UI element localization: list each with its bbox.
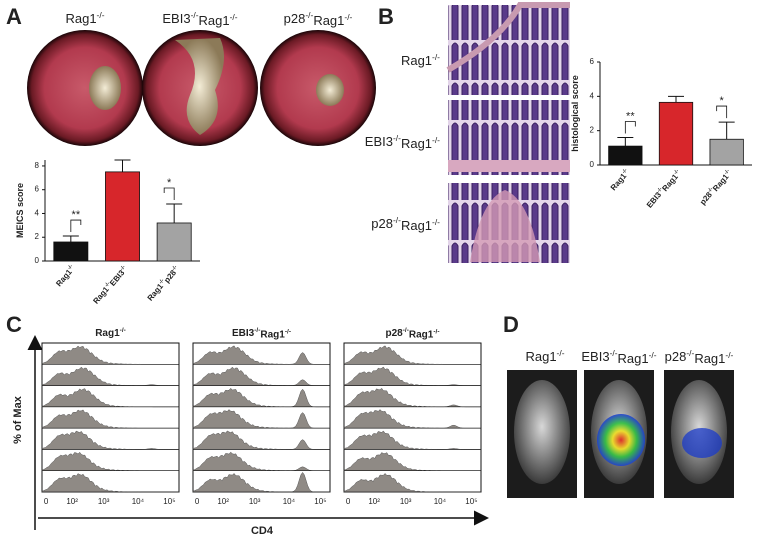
- x-tick-label: 10⁴: [434, 497, 447, 506]
- significance-label: *: [720, 95, 725, 107]
- image-label: Rag1-/-: [401, 52, 440, 68]
- error-bar: [668, 95, 684, 103]
- flow-histograms: Rag1-/- 0 10² 10³ 10⁴ 10⁵ EBI3-/-Rag1-/- 0 10² 10…: [41, 327, 482, 506]
- x-tick-label: 0: [346, 497, 351, 506]
- panel-label: D: [503, 312, 519, 337]
- image-label: EBI3-/-Rag1-/-: [365, 133, 440, 151]
- histogram: [192, 451, 331, 471]
- bar: [709, 138, 744, 166]
- histogram-title: p28-/-Rag1-/-: [386, 327, 440, 340]
- y-tick-label: 6: [590, 57, 595, 66]
- imaging-images: [507, 370, 734, 498]
- error-bar: [166, 203, 183, 223]
- x-tick-label: 0: [195, 497, 200, 506]
- image-label: p28-/-Rag1-/-: [665, 348, 734, 366]
- y-tick-label: 4: [35, 209, 40, 218]
- x-tick-label: 10³: [400, 497, 412, 506]
- x-tick-label: 10⁵: [163, 497, 175, 506]
- histogram: [192, 366, 331, 386]
- histogram: [41, 366, 180, 386]
- histogram: [41, 388, 180, 408]
- panel-label: C: [6, 312, 22, 337]
- significance-bracket: [716, 105, 728, 119]
- y-tick-label: 6: [35, 185, 40, 194]
- error-bar: [114, 159, 131, 172]
- panel-label: B: [378, 4, 394, 29]
- significance-label: *: [167, 177, 172, 189]
- histogram-title: EBI3-/-Rag1-/-: [232, 327, 291, 340]
- histogram: [41, 345, 180, 365]
- significance-label: **: [626, 110, 635, 122]
- x-tick-label: 0: [44, 497, 49, 506]
- x-tick-label: Rag1-/-: [54, 264, 77, 289]
- significance-label: **: [72, 209, 81, 221]
- y-axis-label: histological score: [570, 75, 580, 152]
- bar: [658, 101, 694, 166]
- bar: [608, 145, 643, 166]
- x-tick-label: EBI3-/-Rag1-/-: [645, 168, 683, 211]
- x-tick-label: 10²: [217, 497, 229, 506]
- image-label: EBI3-/-Rag1-/-: [162, 10, 237, 28]
- histogram: [192, 471, 330, 493]
- significance-bracket: [163, 187, 175, 200]
- histogram: [343, 366, 482, 386]
- endoscopy-images: [27, 30, 376, 146]
- histogram-title: Rag1-/-: [95, 327, 126, 339]
- significance-bracket: [624, 121, 636, 134]
- histogram: [41, 430, 180, 450]
- histogram: [192, 430, 331, 450]
- image-label: Rag1-/-: [65, 10, 104, 26]
- bar: [156, 222, 192, 262]
- histology-images: [446, 2, 570, 263]
- error-bar: [62, 235, 79, 242]
- x-tick-label: 10³: [98, 497, 110, 506]
- y-tick-label: 2: [590, 126, 595, 135]
- x-tick-label: 10⁵: [465, 497, 477, 506]
- x-tick-label: Rag1-/-EBI3-/-: [91, 264, 129, 307]
- y-tick-label: 0: [35, 256, 40, 265]
- x-tick-label: 10⁴: [283, 497, 296, 506]
- error-bar: [718, 121, 735, 140]
- histogram: [343, 345, 482, 365]
- x-tick-label: Rag1-/-p28-/-: [146, 264, 182, 304]
- y-tick-label: 0: [590, 160, 595, 169]
- x-tick-label: p28-/-Rag1-/-: [698, 168, 734, 208]
- histogram: [192, 345, 331, 365]
- histogram: [343, 387, 482, 408]
- histogram: [343, 473, 481, 493]
- x-tick-label: Rag1-/-: [609, 168, 632, 193]
- image-label: Rag1-/-: [525, 348, 564, 364]
- y-tick-label: 8: [35, 161, 40, 170]
- histogram: [192, 409, 331, 429]
- y-axis-label: MEICS score: [15, 183, 25, 238]
- y-tick-label: 2: [35, 232, 40, 241]
- histogram: [343, 452, 482, 471]
- histogram: [343, 430, 482, 450]
- bar: [105, 171, 140, 262]
- x-tick-label: 10⁴: [132, 497, 145, 506]
- image-label: p28-/-Rag1-/-: [371, 215, 440, 233]
- y-axis-label: % of Max: [12, 395, 24, 444]
- histogram: [343, 409, 482, 429]
- x-tick-label: 10²: [368, 497, 380, 506]
- error-bar: [617, 137, 634, 147]
- panel-label: A: [6, 4, 22, 29]
- x-tick-label: 10⁵: [314, 497, 326, 506]
- histogram: [41, 473, 179, 493]
- bar: [53, 241, 89, 262]
- image-label: EBI3-/-Rag1-/-: [581, 348, 656, 366]
- histogram: [192, 387, 331, 408]
- x-tick-label: 10³: [249, 497, 261, 506]
- histogram: [41, 409, 180, 429]
- y-tick-label: 4: [590, 91, 595, 100]
- x-tick-label: 10²: [66, 497, 78, 506]
- image-label: p28-/-Rag1-/-: [284, 10, 353, 28]
- x-axis-label: CD4: [251, 525, 274, 537]
- histogram: [41, 451, 180, 471]
- significance-bracket: [70, 219, 82, 233]
